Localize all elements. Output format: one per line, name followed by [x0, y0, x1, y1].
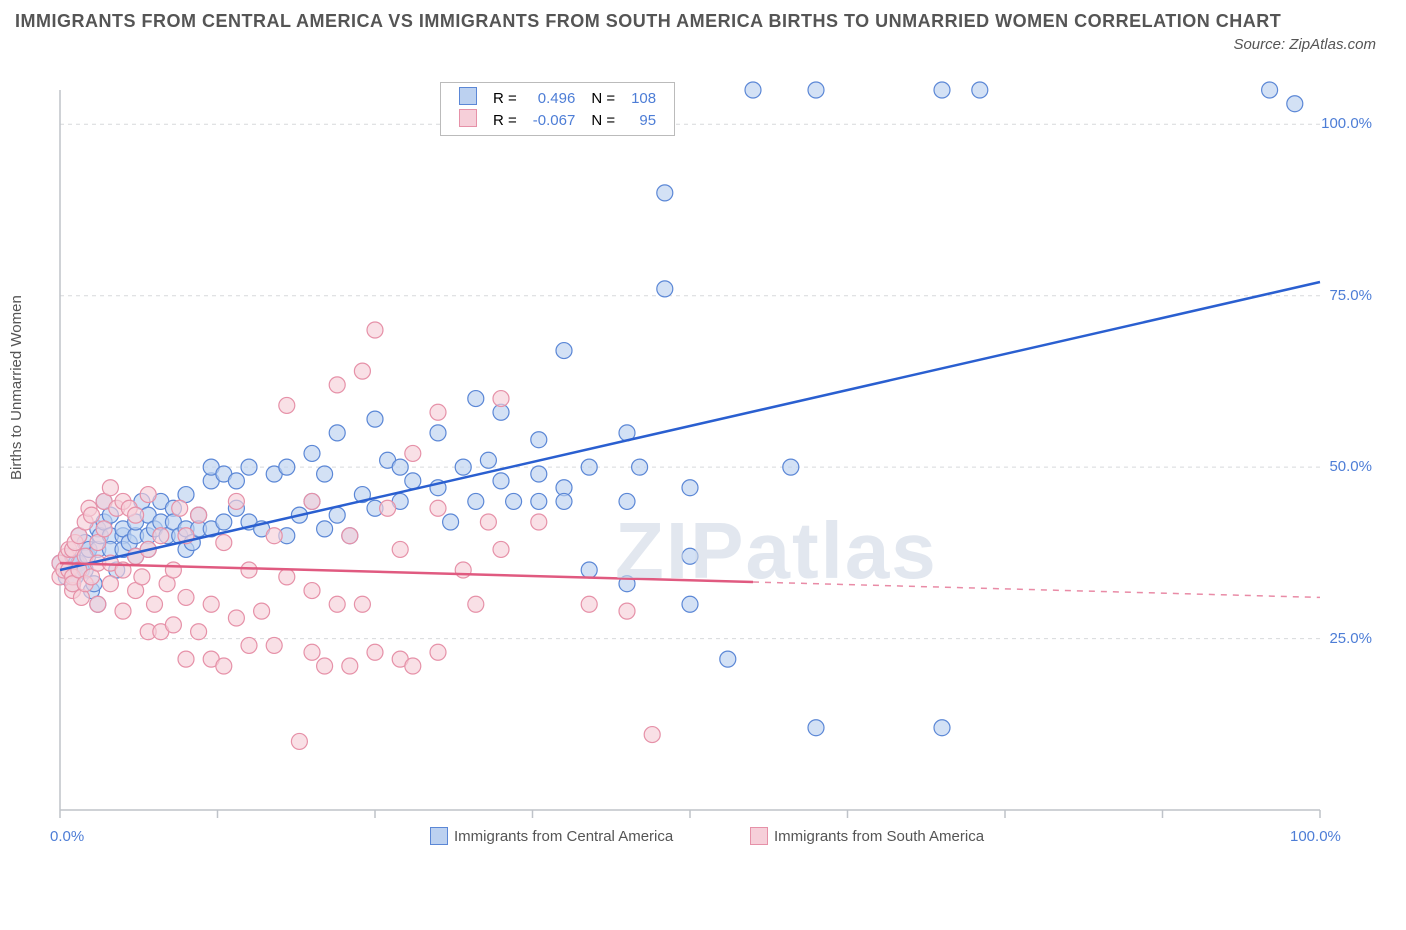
- label-n: N =: [583, 109, 623, 131]
- correlation-legend: R = 0.496 N = 108 R = -0.067 N = 95: [440, 82, 675, 136]
- y-tick-label: 25.0%: [1329, 630, 1372, 647]
- y-tick-label: 75.0%: [1329, 287, 1372, 304]
- scatter-plot: ZIPatlas R = 0.496 N = 108 R = -0.067 N …: [50, 80, 1380, 850]
- x-axis-max-label: 100.0%: [1290, 828, 1341, 845]
- label-n: N =: [583, 87, 623, 109]
- legend-label-south: Immigrants from South America: [774, 828, 984, 845]
- legend-item-central: Immigrants from Central America: [430, 827, 673, 845]
- y-axis-label: Births to Unmarried Women: [8, 295, 25, 480]
- legend-row-south: R = -0.067 N = 95: [451, 109, 664, 131]
- x-axis-min-label: 0.0%: [50, 828, 84, 845]
- label-r: R =: [485, 87, 525, 109]
- value-n-south: 95: [623, 109, 664, 131]
- legend-item-south: Immigrants from South America: [750, 827, 984, 845]
- legend-label-central: Immigrants from Central America: [454, 828, 673, 845]
- chart-svg: [50, 80, 1380, 850]
- swatch-south: [459, 109, 477, 127]
- page-title: IMMIGRANTS FROM CENTRAL AMERICA VS IMMIG…: [15, 8, 1391, 35]
- y-tick-label: 100.0%: [1321, 115, 1372, 132]
- legend-row-central: R = 0.496 N = 108: [451, 87, 664, 109]
- swatch-central: [430, 827, 448, 845]
- y-tick-label: 50.0%: [1329, 458, 1372, 475]
- label-r: R =: [485, 109, 525, 131]
- value-n-central: 108: [623, 87, 664, 109]
- source-attribution: Source: ZipAtlas.com: [1233, 36, 1376, 53]
- value-r-south: -0.067: [525, 109, 584, 131]
- swatch-central: [459, 87, 477, 105]
- value-r-central: 0.496: [525, 87, 584, 109]
- swatch-south: [750, 827, 768, 845]
